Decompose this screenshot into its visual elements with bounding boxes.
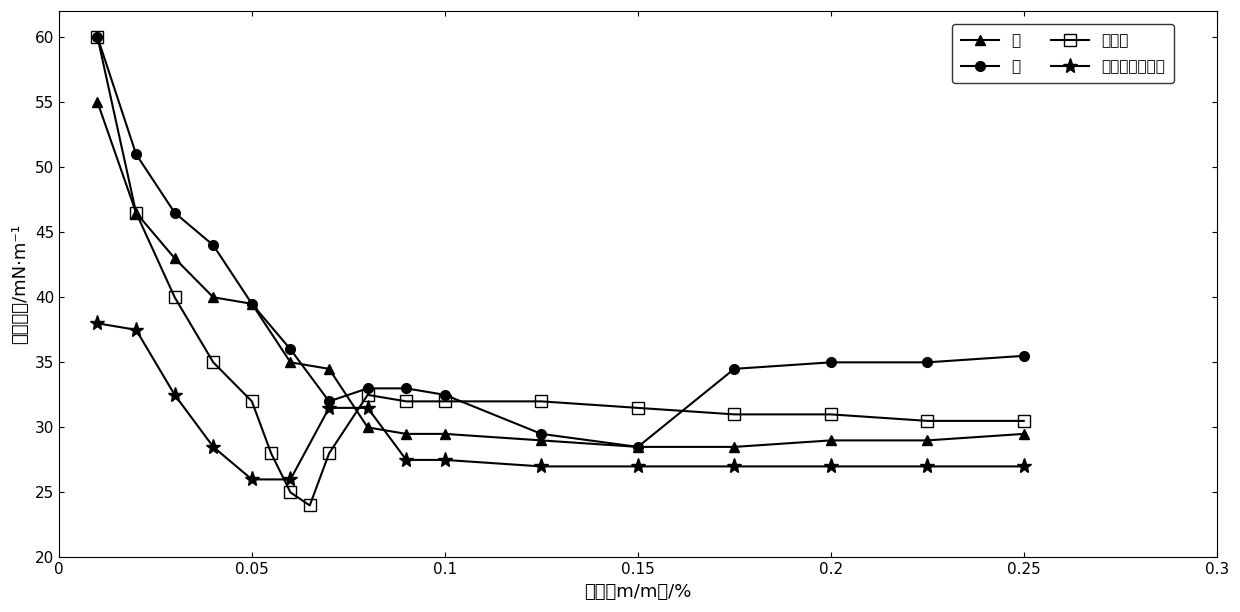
茎与叶 (534, 398, 549, 405)
叶 (438, 391, 453, 398)
叶 (399, 385, 414, 392)
Y-axis label: 表面张力/mN·m⁻¹: 表面张力/mN·m⁻¹ (11, 224, 29, 345)
茎与叶 (823, 411, 838, 418)
茎与叶 (920, 417, 935, 425)
十二烷基硫酸钠 (534, 463, 549, 470)
茎与叶 (167, 294, 182, 301)
叶 (534, 430, 549, 438)
叶 (1017, 352, 1032, 359)
茎 (244, 300, 259, 307)
叶 (206, 242, 221, 249)
叶 (244, 300, 259, 307)
十二烷基硫酸钠 (823, 463, 838, 470)
茎 (1017, 430, 1032, 438)
茎 (129, 209, 144, 217)
十二烷基硫酸钠 (167, 391, 182, 398)
十二烷基硫酸钠 (206, 443, 221, 450)
茎 (361, 424, 376, 431)
茎 (206, 294, 221, 301)
茎与叶 (727, 411, 742, 418)
十二烷基硫酸钠 (361, 404, 376, 411)
茎 (283, 359, 298, 366)
叶 (283, 346, 298, 353)
十二烷基硫酸钠 (727, 463, 742, 470)
茎与叶 (264, 450, 279, 457)
茎与叶 (630, 404, 645, 411)
茎与叶 (399, 398, 414, 405)
叶 (630, 443, 645, 450)
茎 (399, 430, 414, 438)
茎 (91, 99, 105, 106)
茎与叶 (321, 450, 336, 457)
茎与叶 (129, 209, 144, 217)
十二烷基硫酸钠 (438, 456, 453, 463)
叶 (823, 359, 838, 366)
Line: 茎与叶: 茎与叶 (92, 32, 1029, 511)
茎 (630, 443, 645, 450)
茎 (534, 437, 549, 444)
茎 (920, 437, 935, 444)
X-axis label: 浓度（m/m）/%: 浓度（m/m）/% (584, 583, 692, 601)
十二烷基硫酸钠 (630, 463, 645, 470)
茎与叶 (361, 391, 376, 398)
十二烷基硫酸钠 (244, 476, 259, 483)
叶 (167, 209, 182, 217)
十二烷基硫酸钠 (321, 404, 336, 411)
茎 (167, 255, 182, 262)
Line: 茎: 茎 (93, 97, 1029, 452)
十二烷基硫酸钠 (129, 326, 144, 334)
Legend: 茎, 叶, 茎与叶, 十二烷基硫酸钠: 茎, 叶, 茎与叶, 十二烷基硫酸钠 (951, 24, 1174, 83)
茎 (321, 365, 336, 373)
叶 (91, 34, 105, 41)
十二烷基硫酸钠 (91, 319, 105, 327)
叶 (920, 359, 935, 366)
十二烷基硫酸钠 (920, 463, 935, 470)
十二烷基硫酸钠 (1017, 463, 1032, 470)
茎 (727, 443, 742, 450)
茎与叶 (1017, 417, 1032, 425)
茎与叶 (244, 398, 259, 405)
茎 (438, 430, 453, 438)
茎与叶 (303, 502, 317, 509)
茎与叶 (283, 489, 298, 496)
Line: 十二烷基硫酸钠: 十二烷基硫酸钠 (89, 316, 1032, 487)
叶 (727, 365, 742, 373)
Line: 叶: 叶 (93, 32, 1029, 452)
十二烷基硫酸钠 (283, 476, 298, 483)
茎 (823, 437, 838, 444)
叶 (129, 151, 144, 158)
茎与叶 (91, 34, 105, 41)
叶 (361, 385, 376, 392)
茎与叶 (438, 398, 453, 405)
叶 (321, 398, 336, 405)
十二烷基硫酸钠 (399, 456, 414, 463)
茎与叶 (206, 359, 221, 366)
